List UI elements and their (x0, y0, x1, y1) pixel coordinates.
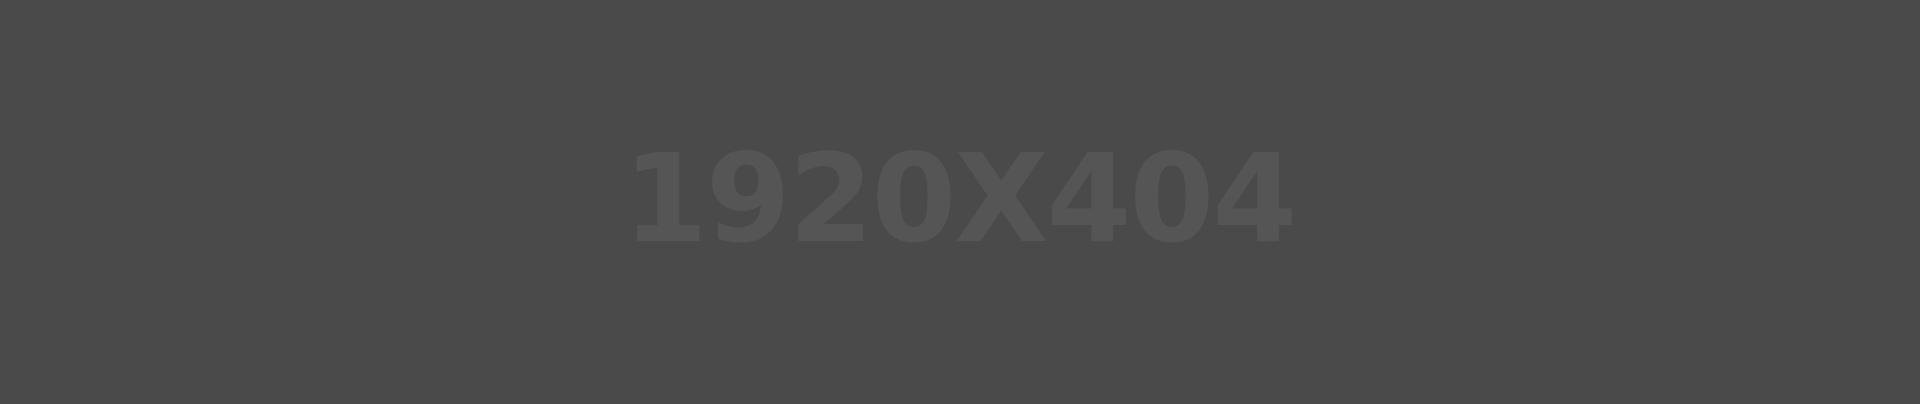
dimension-label: 1920X404 (622, 128, 1297, 270)
